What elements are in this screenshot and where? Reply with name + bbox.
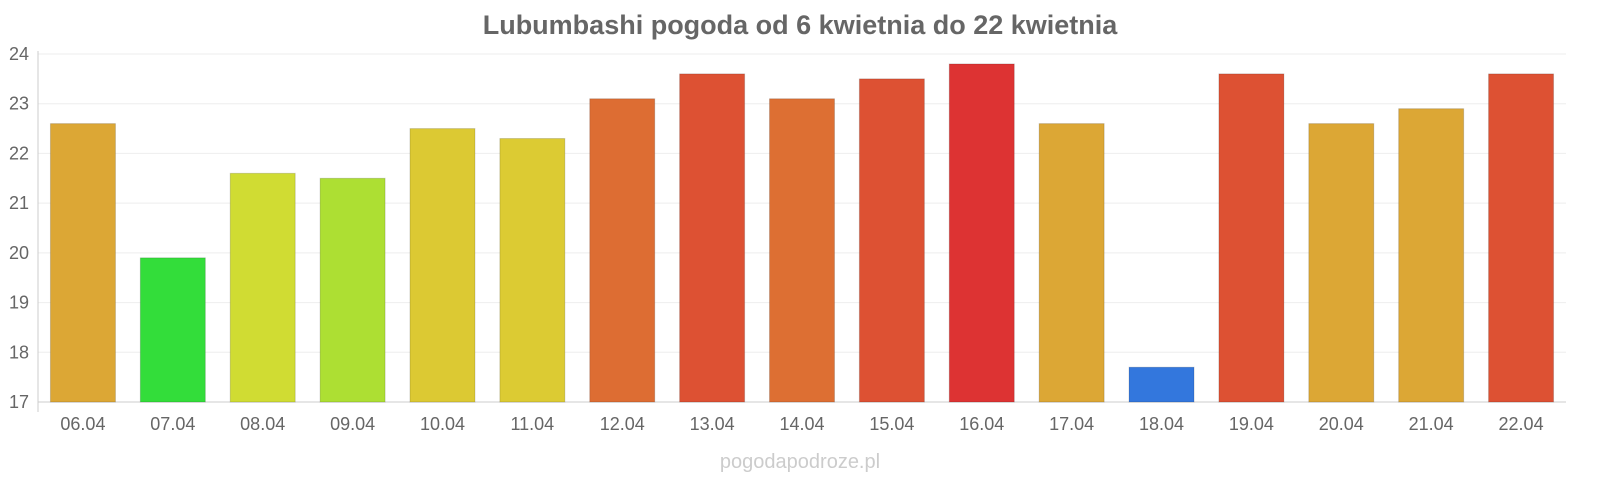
y-tick-label: 21 <box>9 193 29 213</box>
bar-09.04[interactable] <box>319 177 386 403</box>
x-tick-label: 14.04 <box>779 414 824 434</box>
bar-12.04[interactable] <box>589 98 656 403</box>
y-tick-label: 24 <box>9 44 29 64</box>
y-tick-label: 20 <box>9 243 29 263</box>
bar-06.04[interactable] <box>49 123 116 403</box>
bar-22.04[interactable] <box>1488 73 1555 403</box>
bar-10.04[interactable] <box>409 128 476 403</box>
x-tick-label: 15.04 <box>869 414 914 434</box>
x-tick-label: 22.04 <box>1499 414 1544 434</box>
x-tick-label: 10.04 <box>420 414 465 434</box>
x-tick-label: 19.04 <box>1229 414 1274 434</box>
bar-15.04[interactable] <box>858 78 925 403</box>
x-tick-label: 13.04 <box>690 414 735 434</box>
y-tick-label: 22 <box>9 143 29 163</box>
bar-07.04[interactable] <box>139 257 206 403</box>
x-tick-label: 16.04 <box>959 414 1004 434</box>
x-tick-label: 17.04 <box>1049 414 1094 434</box>
y-tick-label: 17 <box>9 392 29 412</box>
y-tick-label: 23 <box>9 94 29 114</box>
x-tick-label: 06.04 <box>60 414 105 434</box>
bar-19.04[interactable] <box>1218 73 1285 403</box>
bar-08.04[interactable] <box>229 172 296 403</box>
bar-20.04[interactable] <box>1308 123 1375 403</box>
watermark: pogodapodroze.pl <box>719 451 881 473</box>
x-tick-labels: 06.04 07.04 08.04 09.04 10.04 11.04 12.04 13.04… <box>60 414 1543 434</box>
x-tick-label: 21.04 <box>1409 414 1454 434</box>
bars <box>49 63 1555 403</box>
x-tick-label: 07.04 <box>150 414 195 434</box>
x-tick-label: 20.04 <box>1319 414 1364 434</box>
chart-title: Lubumbashi pogoda od 6 kwietnia do 22 kw… <box>482 10 1118 40</box>
x-tick-label: 09.04 <box>330 414 375 434</box>
x-tick-label: 11.04 <box>510 414 554 434</box>
bar-21.04[interactable] <box>1398 108 1465 403</box>
y-tick-label: 18 <box>9 342 29 362</box>
bar-18.04[interactable] <box>1128 366 1195 403</box>
bar-16.04[interactable] <box>948 63 1015 403</box>
y-tick-labels: 17 18 19 20 21 22 23 24 <box>9 44 29 412</box>
bar-11.04[interactable] <box>499 138 566 403</box>
bar-17.04[interactable] <box>1038 123 1105 403</box>
bar-14.04[interactable] <box>769 98 835 403</box>
x-tick-label: 12.04 <box>600 414 645 434</box>
y-tick-label: 19 <box>9 293 29 313</box>
x-tick-label: 08.04 <box>240 414 285 434</box>
bar-13.04[interactable] <box>679 73 746 403</box>
x-tick-label: 18.04 <box>1139 414 1184 434</box>
